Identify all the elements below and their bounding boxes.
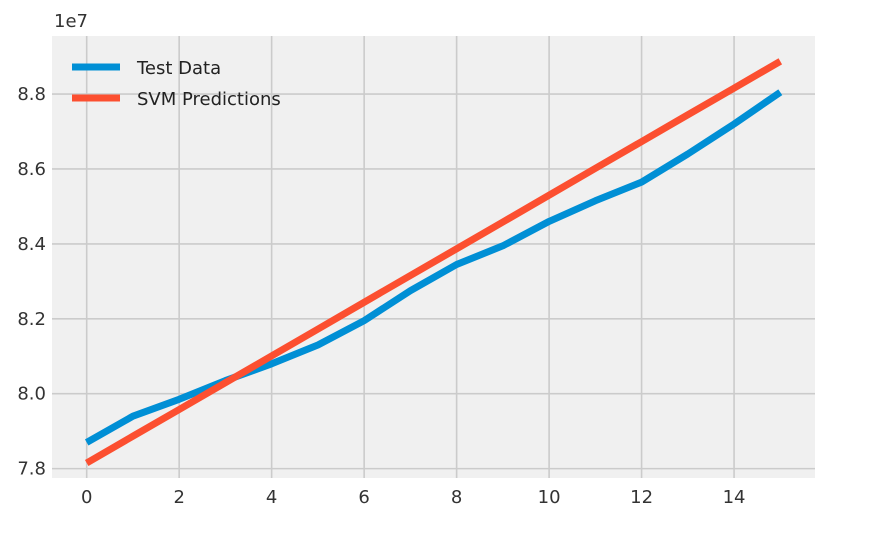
series-line [84, 89, 783, 446]
y-tick-label: 8.4 [17, 234, 46, 255]
y-tick-label: 8.8 [17, 84, 46, 105]
x-tick-label: 14 [723, 487, 746, 508]
x-tick-label: 8 [451, 487, 462, 508]
legend-label: Test Data [136, 58, 221, 79]
x-axis-ticks: 0 2 4 6 8 10 12 14 [81, 487, 746, 508]
y-tick-label: 8.6 [17, 159, 46, 180]
x-tick-label: 0 [81, 487, 92, 508]
series-layer [84, 58, 783, 467]
y-tick-label: 7.8 [17, 459, 46, 480]
y-axis-offset-label: 1e7 [54, 11, 88, 32]
x-tick-label: 4 [266, 487, 277, 508]
y-axis-ticks: 7.8 8.0 8.2 8.4 8.6 8.8 [17, 84, 46, 480]
y-tick-label: 8.0 [17, 384, 46, 405]
grid-lines [52, 36, 815, 478]
legend: Test Data SVM Predictions [72, 58, 281, 110]
x-tick-label: 6 [358, 487, 369, 508]
x-tick-label: 10 [538, 487, 561, 508]
legend-label: SVM Predictions [137, 89, 281, 110]
series-line [84, 58, 783, 467]
x-tick-label: 12 [630, 487, 653, 508]
x-tick-label: 2 [173, 487, 184, 508]
y-tick-label: 8.2 [17, 309, 46, 330]
